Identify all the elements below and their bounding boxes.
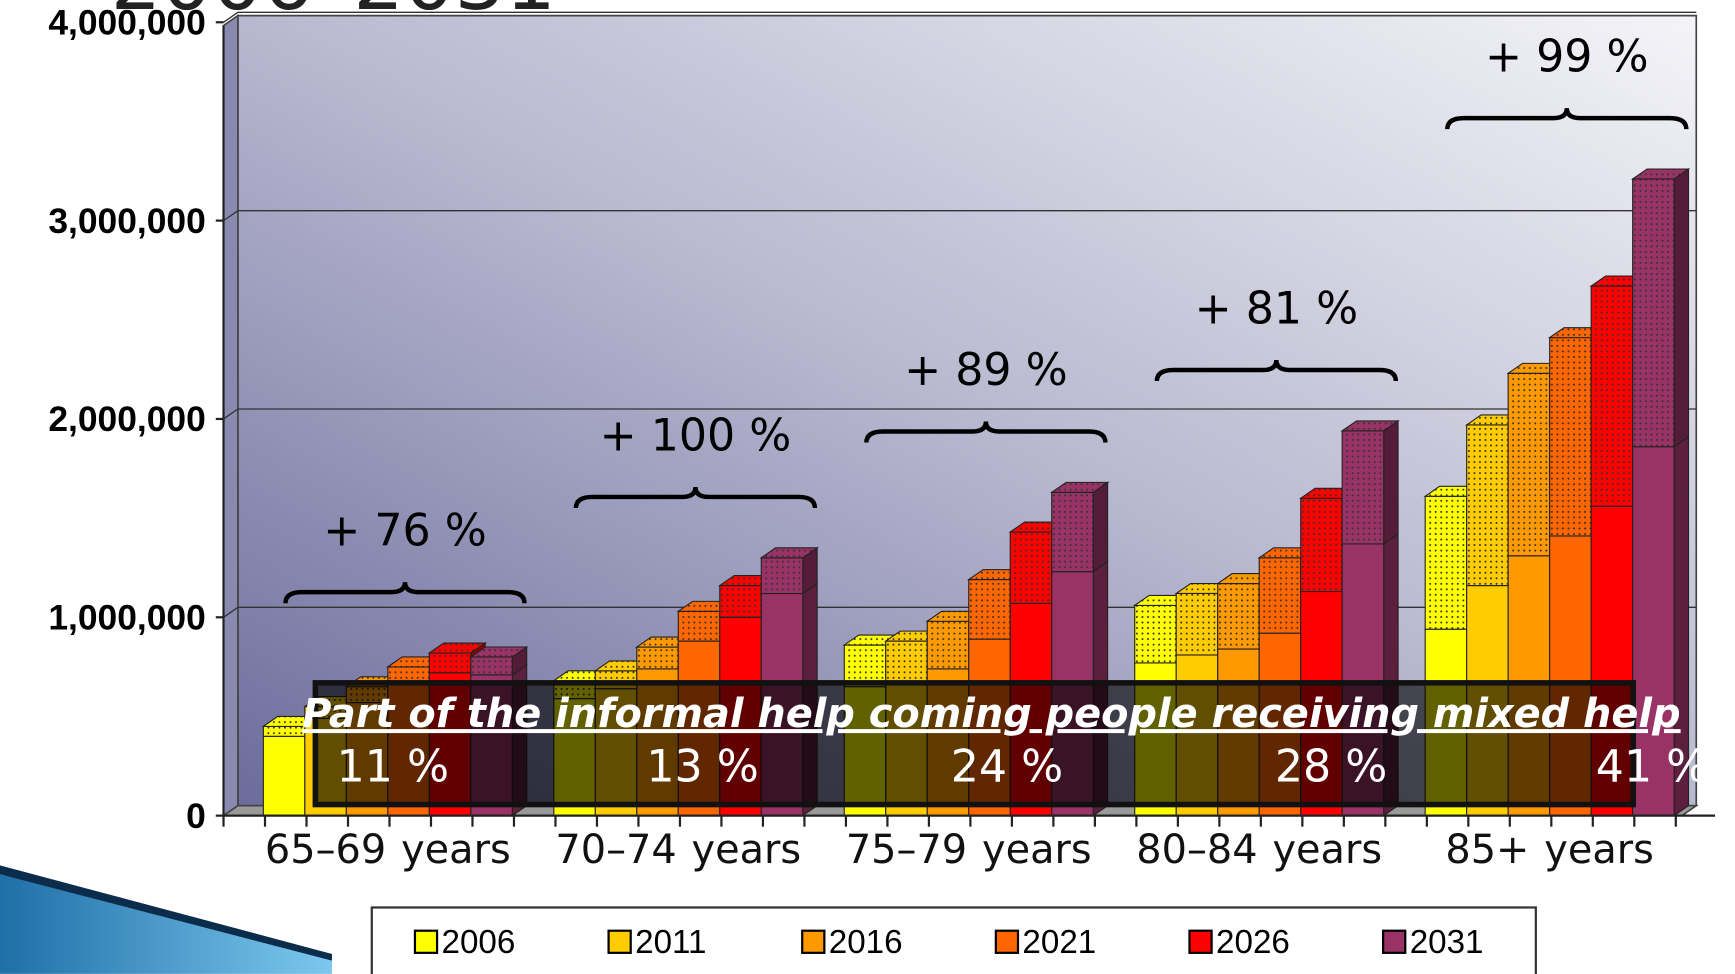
legend-label: 2016 [829, 924, 903, 961]
bar-segment-upper [926, 620, 970, 670]
bar-top [427, 642, 487, 654]
bar-segment-upper [760, 557, 804, 595]
bar-segment-upper [1009, 531, 1053, 604]
bar-segment-upper [1466, 424, 1509, 587]
x-tick-label-box: 85+ years [1445, 827, 1654, 874]
legend-label: 2021 [1022, 924, 1096, 961]
bar-top [759, 547, 819, 559]
bar-side [1673, 167, 1690, 448]
x-tick-label: 85+ years [1445, 827, 1654, 874]
increase-label: + 100 % [600, 410, 792, 461]
brace [1445, 107, 1689, 130]
x-tick-label: 65–69 years [264, 827, 511, 874]
bar-top [1630, 168, 1691, 180]
bar-side [1092, 481, 1109, 573]
grid-line [223, 11, 1697, 23]
bar-segment-upper [1300, 497, 1343, 593]
legend-swatch [801, 929, 826, 954]
x-tick-label-box: 65–69 years [264, 827, 511, 874]
bar-segment-upper [470, 656, 513, 676]
y-tick-label: 3,000,000 [48, 201, 205, 241]
legend-label: 2031 [1410, 924, 1484, 961]
chart-title: 2006–2031 [111, 0, 556, 28]
legend-label: 2006 [441, 924, 515, 961]
increase-label: + 76 % [323, 506, 487, 557]
overlay-shares: 11 % 13 % 24 % 28 % 41 % [337, 741, 1709, 792]
increase-label: + 99 % [1485, 32, 1649, 83]
share-label: 24 % [951, 741, 1063, 792]
bar-top [1340, 420, 1400, 432]
bar-segment-upper [1632, 178, 1675, 448]
bar-side [1383, 419, 1399, 545]
grid-line [223, 408, 1697, 420]
bar-segment-upper [1134, 604, 1177, 664]
annotations: + 76 % + 100 % + 89 % + 81 % + 99 % [283, 32, 1689, 604]
bar-segment-upper [1507, 372, 1551, 557]
bar-segment [262, 735, 306, 817]
x-tick-label: 70–74 years [555, 827, 802, 874]
bar-segment-upper [262, 725, 306, 737]
x-tick-label-box: 80–84 years [1136, 827, 1383, 874]
y-tick-label: 0 [186, 796, 206, 836]
bar-top [469, 646, 529, 658]
axis-ticks: 0 1,000,000 2,000,000 3,000,000 4,000,000 65–… [48, 2, 1677, 874]
bar-segment-upper [1175, 592, 1219, 656]
y-tick-label: 2,000,000 [48, 399, 205, 439]
decor-arrow-edge [0, 865, 332, 961]
bar-segment-upper [968, 579, 1011, 640]
brace [573, 486, 818, 509]
brace [283, 581, 527, 604]
legend-swatch [607, 929, 632, 954]
legend-swatch [1382, 929, 1407, 954]
legend-label: 2026 [1216, 924, 1290, 961]
increase-label: + 81 % [1195, 284, 1359, 335]
overlay-title: Part of the informal help coming people … [302, 691, 1680, 737]
share-label: 11 % [337, 741, 449, 792]
bar-segment-upper [1424, 495, 1468, 630]
bar-segment-upper [1217, 583, 1260, 650]
legend-swatch [1188, 929, 1213, 954]
share-label: 41 % [1596, 741, 1708, 792]
legend-label: 2011 [635, 924, 706, 961]
bar-segment-upper [636, 646, 679, 670]
decor-arrow [0, 874, 332, 974]
y-tick-label: 4,000,000 [48, 2, 205, 42]
overlay-box: Part of the informal help coming people … [302, 680, 1681, 808]
legend: 2006 2011 2016 2021 2026 2031 [370, 906, 1537, 974]
bar-segment-upper [1258, 557, 1302, 634]
x-tick-label-box: 70–74 years [555, 827, 802, 874]
bar-segment-upper [1549, 337, 1592, 537]
brace [864, 421, 1108, 443]
x-tick-label: 75–79 years [845, 827, 1092, 874]
bar-segment-upper [1051, 491, 1094, 573]
share-label: 13 % [646, 741, 758, 792]
legend-swatch [994, 929, 1020, 954]
bar-segment-upper [719, 585, 762, 618]
bar-segment-upper [885, 640, 928, 684]
legend-swatch [413, 929, 439, 954]
grid-line [223, 209, 1697, 222]
bar-segment-upper [677, 610, 721, 642]
bar-segment-upper [1590, 285, 1634, 507]
bar-segment-upper [1341, 430, 1385, 545]
bar-segment-upper [428, 652, 472, 674]
x-tick-label-box: 75–79 years [845, 827, 1092, 874]
increase-label: + 89 % [904, 345, 1068, 396]
share-label: 28 % [1275, 741, 1387, 792]
bar-top [1049, 481, 1110, 493]
x-tick-label: 80–84 years [1136, 827, 1383, 874]
y-tick-label: 1,000,000 [48, 597, 205, 637]
